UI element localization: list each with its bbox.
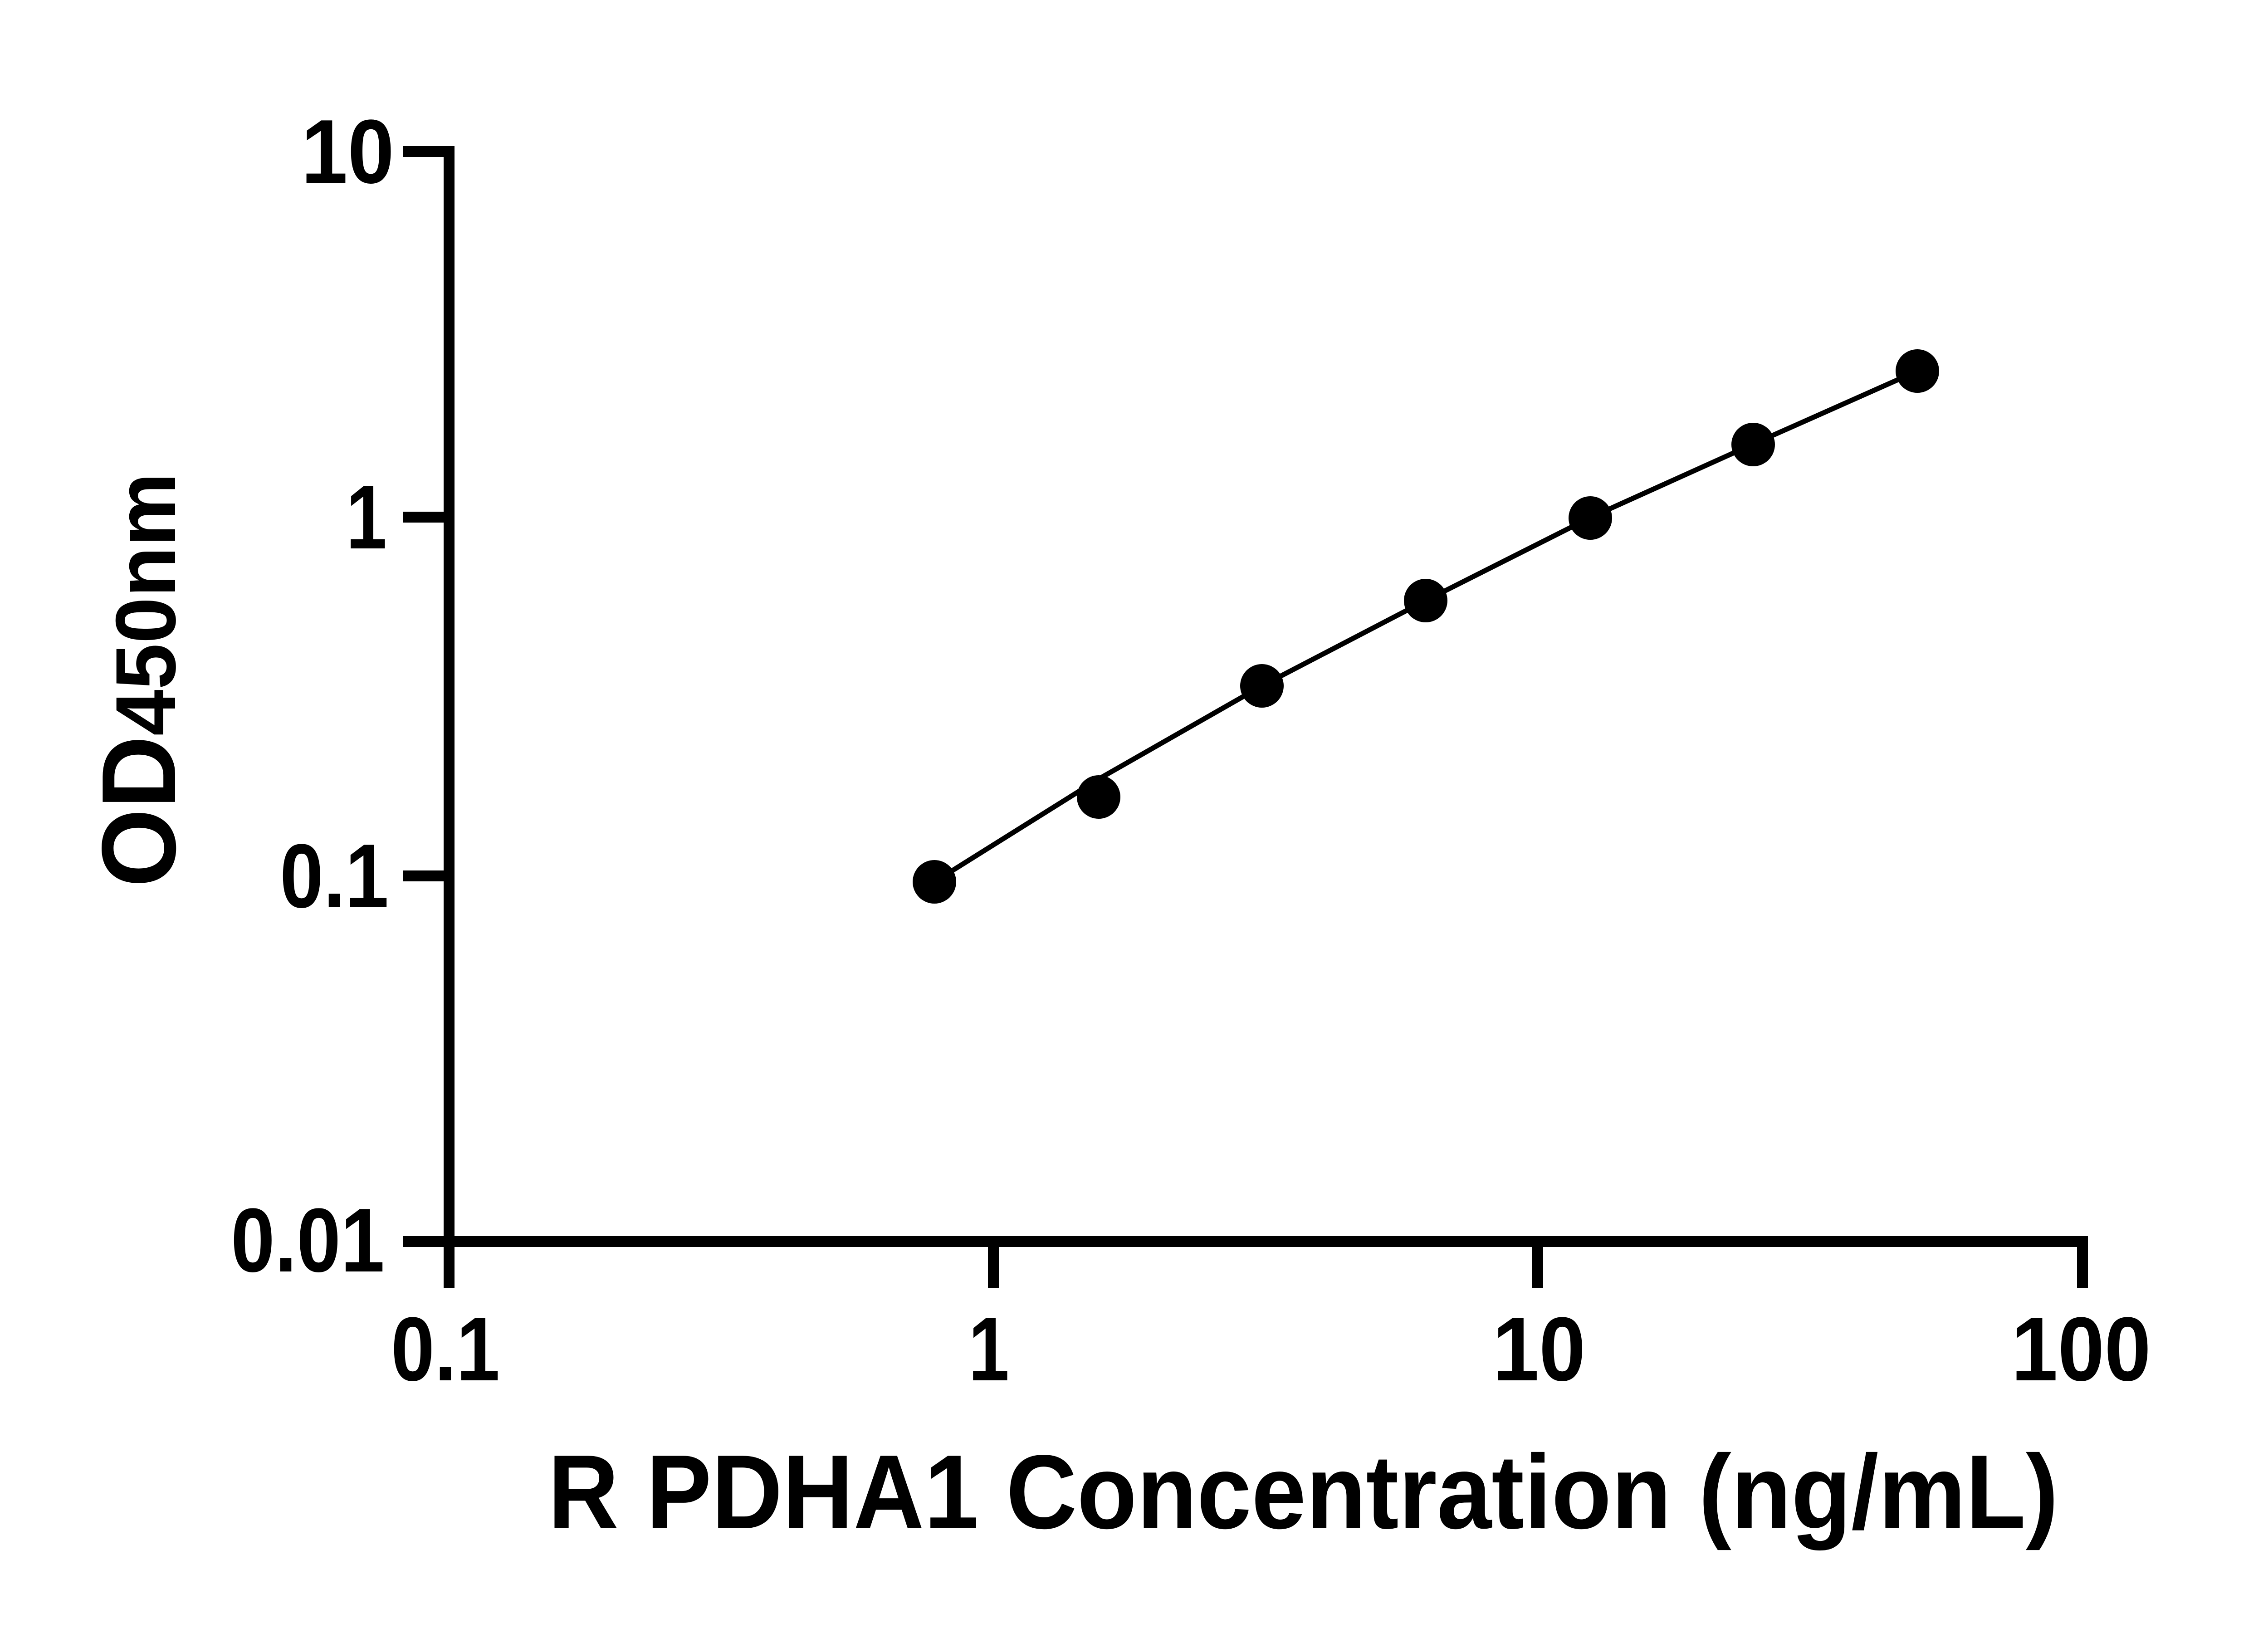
svg-text:0.1: 0.1 (280, 826, 389, 927)
svg-text:1: 1 (968, 1299, 1009, 1400)
svg-text:100: 100 (2011, 1299, 2151, 1400)
svg-text:0.01: 0.01 (231, 1190, 385, 1291)
svg-text:OD: OD (80, 736, 198, 887)
svg-text:1: 1 (346, 467, 387, 568)
svg-text:10: 10 (301, 101, 394, 202)
svg-text:R PDHA1 Concentration (ng/mL): R PDHA1 Concentration (ng/mL) (548, 1433, 2058, 1551)
svg-text:450nm: 450nm (98, 473, 193, 736)
svg-text:0.1: 0.1 (391, 1299, 500, 1400)
svg-text:10: 10 (1493, 1299, 1586, 1400)
